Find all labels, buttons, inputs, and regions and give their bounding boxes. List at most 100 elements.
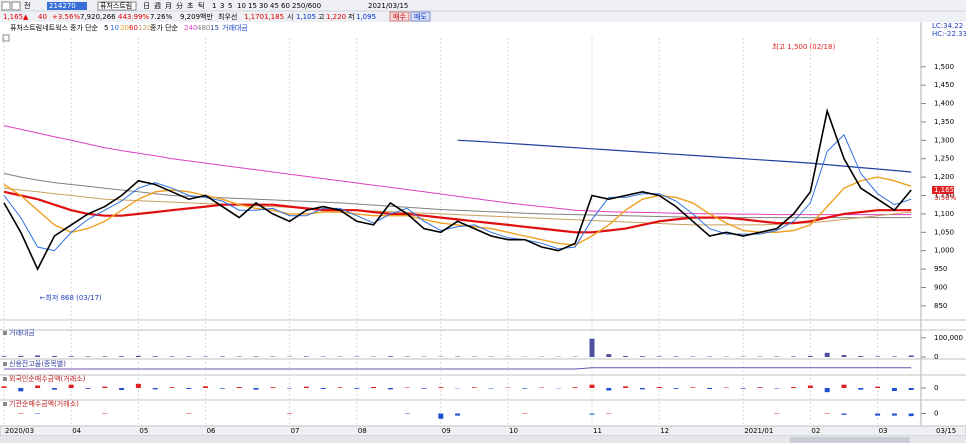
bar [841, 355, 847, 357]
legend-label: 종가 단순 [70, 23, 99, 32]
bar [169, 356, 175, 357]
bar [51, 356, 57, 357]
toolbar-item[interactable]: 틱 [198, 1, 204, 10]
toolbar-item[interactable]: 퓨처스트림 [100, 1, 132, 10]
bar [858, 356, 864, 357]
bar [35, 355, 41, 357]
bar [673, 356, 679, 357]
bar [875, 413, 881, 416]
toolbar-item[interactable]: 2021/03/15 [368, 2, 408, 10]
bar [438, 413, 444, 419]
bar [908, 388, 914, 390]
toolbar-item[interactable]: 週 [154, 1, 161, 10]
toolbar-item[interactable]: 分 [176, 1, 183, 10]
indicator-hc: HC:-22.33 [932, 30, 966, 38]
bar [623, 386, 629, 388]
toolbar-item[interactable]: 5 [228, 2, 232, 10]
date-end: 03/15 [936, 427, 956, 435]
bar [387, 356, 393, 357]
code-input[interactable] [47, 2, 87, 10]
legend-entry: 15 [210, 24, 219, 32]
y-tick-label: 0 [934, 384, 938, 392]
legend-entry: 10 [110, 24, 119, 32]
bar [119, 356, 125, 357]
info-item: 최우선 [218, 12, 237, 21]
bar [606, 354, 612, 357]
bar [354, 388, 360, 389]
pane-icon [3, 362, 7, 366]
y-tick-label: 1,100 [934, 210, 954, 218]
toolbar-item[interactable]: 전 [24, 1, 30, 10]
sell-label[interactable]: 매도 [414, 13, 427, 21]
bar [186, 388, 192, 389]
y-tick-label: 900 [934, 283, 947, 291]
y-tick-label: 1,150 [934, 192, 954, 200]
bar [102, 386, 108, 388]
icon-button[interactable] [2, 34, 10, 42]
toolbar-item[interactable]: 10 [237, 2, 246, 10]
bar [1, 356, 7, 357]
icon-button[interactable] [11, 1, 21, 11]
high-annotation: 최고 1,500 (02/18) [772, 42, 835, 51]
bar [807, 356, 813, 357]
date-label: 07 [291, 427, 300, 435]
bar [891, 388, 897, 391]
info-item: 9,209백만 [180, 12, 213, 21]
bar [875, 386, 881, 388]
toolbar-item[interactable]: 214270 [49, 2, 76, 10]
bar [135, 355, 141, 357]
chart-bg [0, 22, 966, 426]
bar [371, 387, 377, 388]
info-item: 1,165▲ [3, 13, 29, 21]
date-label: 08 [358, 427, 367, 435]
buy-button[interactable] [389, 11, 410, 22]
scrollbar[interactable] [790, 437, 910, 443]
bar [35, 385, 41, 388]
toolbar-item[interactable]: 3 [220, 2, 224, 10]
bar [51, 388, 57, 390]
pane-title: 외국인순매수금액(거래소) [9, 374, 86, 383]
scroll-row [0, 436, 966, 443]
toolbar-item[interactable]: 250/600 [292, 2, 321, 10]
bar [908, 355, 914, 357]
y-tick-label: 1,400 [934, 100, 954, 108]
bar [203, 386, 209, 388]
toolbar-item[interactable]: 15 [248, 2, 257, 10]
toolbar-item[interactable]: 日 [143, 2, 150, 10]
last-change: 3.56% [934, 194, 957, 202]
toolbar-item[interactable]: 30 [259, 2, 268, 10]
date-label: 12 [660, 427, 669, 435]
bar [387, 388, 393, 390]
pane-title: 거래대금 [9, 328, 35, 337]
date-label: 10 [509, 427, 518, 435]
bar [824, 352, 830, 357]
bar [253, 388, 259, 390]
bar [152, 388, 158, 390]
toolbar-item[interactable]: 1 [212, 2, 216, 10]
icon-button[interactable] [1, 1, 11, 11]
bar [421, 388, 427, 389]
info-item: 고 [318, 13, 325, 21]
bar [606, 412, 612, 414]
sell-button[interactable] [410, 11, 431, 22]
bar [18, 388, 24, 392]
toolbar-item[interactable]: 초 [187, 2, 194, 10]
bar [18, 412, 24, 414]
buy-label[interactable]: 매수 [393, 13, 406, 21]
toolbar-item[interactable]: 60 [281, 2, 290, 10]
bar [219, 356, 225, 357]
bar [774, 388, 780, 389]
bar [219, 388, 225, 389]
info-item: 1,170 [244, 13, 264, 21]
legend-entry: 240 [184, 24, 197, 32]
bar [102, 356, 108, 357]
pane-icon [3, 377, 7, 381]
bar [236, 387, 242, 388]
bar [572, 387, 578, 388]
name-field[interactable] [97, 1, 137, 11]
info-item: +3.56% [52, 13, 80, 21]
bar [656, 387, 662, 388]
y-tick-label: 850 [934, 302, 947, 310]
toolbar-item[interactable]: 月 [165, 2, 172, 10]
toolbar-item[interactable]: 45 [270, 2, 279, 10]
